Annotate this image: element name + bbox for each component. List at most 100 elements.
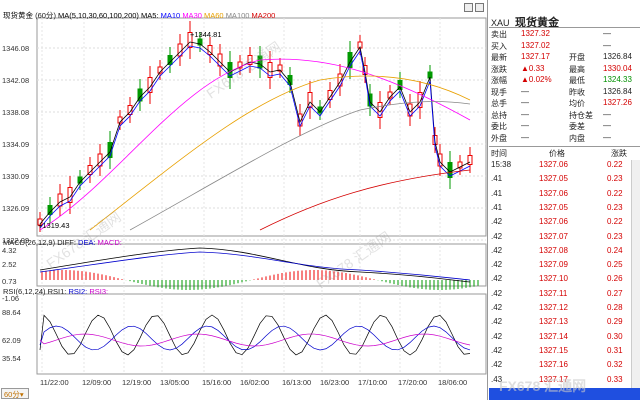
trade-row[interactable]: .42 1327.11 0.27 — [489, 289, 629, 301]
quote-header: XAU 现货黄金 — [491, 14, 559, 30]
quote-label: 内盘 — [569, 133, 585, 143]
quote-label: 外盘 — [491, 133, 507, 143]
x-tick: 16/02:00 — [240, 378, 270, 387]
trade-row[interactable]: .42 1327.06 0.22 — [489, 217, 629, 229]
divider — [489, 146, 640, 147]
x-tick: 17/10:00 — [358, 378, 388, 387]
trade-price: 1327.16 — [539, 360, 568, 370]
quote-value: — — [603, 109, 611, 119]
quote-label: 买入 — [491, 41, 507, 51]
trade-row[interactable]: .42 1327.12 0.28 — [489, 303, 629, 315]
trade-price: 1327.14 — [539, 331, 568, 341]
quote-row: 总手 — 均价 1327.26 — [491, 98, 638, 109]
period-selector[interactable]: 60分▾ — [1, 388, 29, 399]
quote-code: XAU — [491, 18, 510, 28]
trade-change: 0.30 — [607, 331, 623, 341]
trade-time: 15:38 — [491, 160, 512, 169]
ma10-line — [39, 45, 471, 229]
candle-body — [57, 193, 63, 207]
macd-tick: 4.32 — [2, 246, 17, 255]
macd-bar-label: MACD: — [97, 238, 122, 247]
y-tick: 1330.09 — [2, 172, 30, 181]
trade-col-time: 时间 — [491, 149, 507, 158]
rsi-params: RSI(6,12,24) — [3, 287, 46, 296]
quote-label: 总手 — [491, 99, 507, 108]
candle-body — [147, 77, 153, 93]
trade-row[interactable]: .41 1327.05 0.23 — [489, 203, 629, 215]
trade-price: 1327.05 — [539, 174, 568, 184]
trade-row[interactable]: .43 1327.17 0.33 — [489, 375, 629, 387]
quote-value: 1326.84 — [603, 86, 632, 96]
quote-value: 1327.02 — [521, 40, 550, 50]
ma60-line — [89, 75, 471, 231]
trade-change: 0.29 — [607, 317, 623, 327]
dea-line — [39, 251, 471, 281]
trade-change: 0.28 — [607, 303, 623, 312]
quote-row: 总持 — 持仓差 — — [491, 110, 638, 121]
trade-price: 1327.12 — [539, 303, 568, 312]
trade-price: 1327.15 — [539, 345, 568, 355]
trade-row[interactable]: .42 1327.09 0.25 — [489, 260, 629, 272]
trade-change: 0.23 — [607, 202, 623, 212]
quote-value: — — [603, 40, 611, 50]
trade-time: .42 — [491, 274, 503, 284]
quote-label: 涨幅 — [491, 76, 507, 85]
trade-row[interactable]: .42 1327.13 0.29 — [489, 317, 629, 329]
trade-scrollbar[interactable] — [631, 160, 640, 388]
macd-pane-frame — [36, 243, 487, 287]
trade-price: 1327.09 — [539, 260, 568, 270]
trade-row[interactable]: .42 1327.10 0.26 — [489, 274, 629, 286]
quote-label: 现手 — [491, 87, 507, 97]
rsi1-label: RSI1: — [47, 287, 67, 296]
ma200-label: MA200 — [251, 11, 276, 20]
rsi-tick: 62.09 — [2, 336, 21, 345]
quote-value: ▲0.02% — [521, 75, 552, 84]
restore-button[interactable] — [475, 3, 484, 12]
trade-time: .43 — [491, 374, 503, 384]
trade-time: .42 — [491, 245, 503, 255]
ma30-line — [39, 58, 471, 231]
trade-row[interactable]: 15:38 1327.06 0.22 — [489, 160, 629, 172]
kline-chart-area[interactable]: 现货黄金 (60分) MA(5,10,30,60,100,200) MA5: M… — [0, 0, 488, 400]
trade-row[interactable]: .42 1327.07 0.23 — [489, 232, 629, 244]
quote-name: 现货黄金 — [515, 17, 560, 29]
y-tick: 1342.08 — [2, 76, 30, 85]
trade-price: 1327.11 — [539, 288, 568, 298]
trade-row[interactable]: .42 1327.08 0.24 — [489, 246, 629, 258]
rsi2-label: RSI2: — [68, 287, 88, 296]
quote-label: 最低 — [569, 76, 585, 85]
quote-value: — — [521, 132, 529, 142]
macd-tick: 0.73 — [2, 277, 17, 286]
candle-body — [67, 187, 73, 203]
trade-row[interactable]: .42 1327.14 0.30 — [489, 332, 629, 344]
quote-value: 1327.17 — [521, 52, 550, 61]
rsi2-line — [39, 325, 471, 351]
rsi-tick: 35.54 — [2, 354, 21, 363]
y-tick: 1322.09 — [2, 236, 30, 245]
trade-row[interactable]: .42 1327.15 0.31 — [489, 346, 629, 358]
trade-change: 0.22 — [607, 188, 623, 198]
trade-change: 0.31 — [607, 345, 623, 355]
quote-label: 涨跌 — [491, 64, 507, 74]
trade-time: .41 — [491, 202, 503, 212]
trade-change: 0.23 — [607, 174, 623, 184]
trade-time: .42 — [491, 231, 503, 241]
trade-price: 1327.08 — [539, 245, 568, 255]
trade-price: 1327.06 — [539, 217, 568, 227]
ma10-label: MA10 — [160, 11, 181, 20]
selected-trade-row[interactable] — [489, 388, 640, 400]
quote-value: 1330.04 — [603, 63, 632, 73]
ma-params: MA(5,10,30,60,100,200) — [58, 11, 139, 20]
trade-change: 0.23 — [607, 231, 623, 241]
rsi-legend: RSI(6,12,24) RSI1: RSI2: RSI3: — [3, 287, 108, 296]
chart-title: 现货黄金 — [3, 11, 33, 20]
ma30-label: MA30 — [182, 11, 202, 20]
trade-row[interactable]: .41 1327.05 0.23 — [489, 174, 629, 186]
candle-body — [457, 161, 463, 169]
candle-body — [347, 52, 353, 68]
zoom-button[interactable] — [464, 3, 473, 12]
x-tick: 11/22:00 — [40, 378, 69, 387]
trade-row[interactable]: .41 1327.06 0.22 — [489, 189, 629, 201]
ma5-label: MA5: — [141, 11, 159, 20]
trade-row[interactable]: .42 1327.16 0.32 — [489, 360, 629, 372]
